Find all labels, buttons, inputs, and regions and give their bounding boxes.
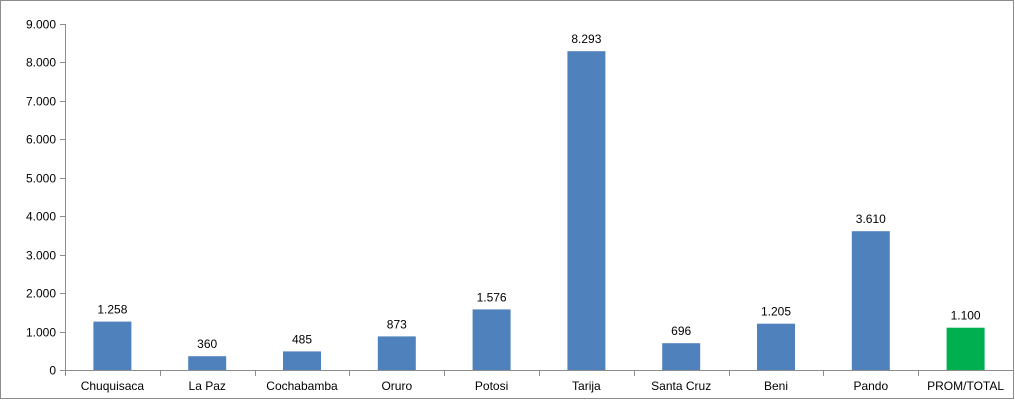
y-tick-label: 4.000 (26, 210, 56, 224)
y-tick-label: 5.000 (26, 172, 56, 186)
x-axis: Chuquisaca La Paz Cochabamba Oruro Potosi Tar… (65, 370, 1014, 393)
bar-la-paz (188, 356, 227, 370)
y-tick-label: 3.000 (26, 249, 56, 263)
bar-prom-total (946, 327, 985, 370)
bar-oruro (377, 336, 416, 370)
y-tick-label: 0 (49, 364, 56, 378)
x-tick-label: Oruro (381, 379, 412, 393)
y-axis: 0 1.000 2.000 3.000 4.000 5.000 6.000 7.000 8.00… (26, 18, 66, 378)
y-tick-label: 1.000 (26, 326, 56, 340)
data-label: 696 (671, 324, 691, 338)
y-tick-label: 2.000 (26, 287, 56, 301)
data-label: 1.576 (477, 290, 507, 304)
x-tick-label: PROM/TOTAL (927, 379, 1004, 393)
bar-tarija (567, 51, 606, 370)
x-tick-label: Santa Cruz (651, 379, 711, 393)
y-tick-label: 6.000 (26, 133, 56, 147)
bar-santa-cruz (662, 343, 701, 370)
data-label: 8.293 (571, 32, 601, 46)
y-tick-label: 9.000 (26, 18, 56, 32)
x-tick-label: Potosi (475, 379, 508, 393)
x-tick-label: Beni (764, 379, 788, 393)
data-label: 873 (387, 317, 407, 331)
bar-pando (851, 231, 890, 370)
x-tick-label: Tarija (572, 379, 601, 393)
x-tick-label: Pando (853, 379, 888, 393)
data-label: 3.610 (856, 212, 886, 226)
data-labels-group: 1.258 360 485 873 1.576 8.293 696 1.205 3.610 1.1… (97, 32, 981, 351)
y-tick-label: 7.000 (26, 95, 56, 109)
data-label: 485 (292, 332, 312, 346)
bar-beni (757, 323, 795, 370)
y-tick-label: 8.000 (26, 56, 56, 70)
bar-potosi (472, 309, 511, 370)
bars-group (93, 51, 985, 370)
data-label: 1.258 (97, 303, 127, 317)
x-tick-label: Chuquisaca (81, 379, 145, 393)
bar-chuquisaca (93, 321, 132, 370)
x-tick-label: Cochabamba (266, 379, 338, 393)
data-label: 360 (197, 337, 217, 351)
data-label: 1.205 (761, 305, 791, 319)
x-tick-label: La Paz (189, 379, 226, 393)
bar-cochabamba (283, 351, 321, 370)
data-label: 1.100 (951, 309, 981, 323)
